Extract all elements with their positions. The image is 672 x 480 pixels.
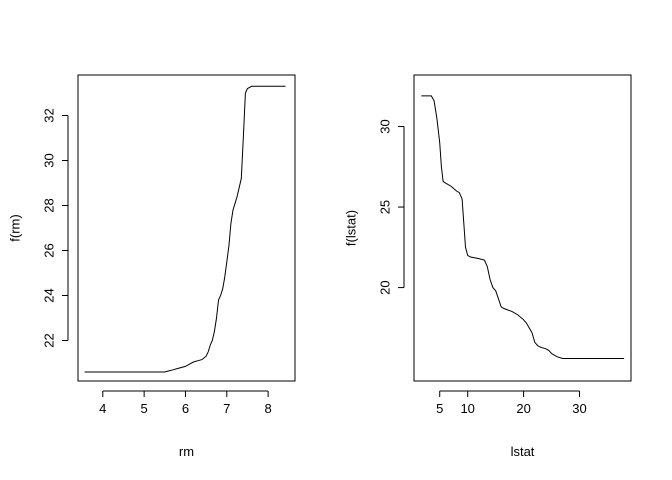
chart-2-y-tick-label: 30 [377,119,392,133]
chart-1-x-tick-label: 5 [141,401,148,416]
chart-1-x-tick-label: 6 [182,401,189,416]
chart-1-plot-frame [77,74,296,382]
chart-2-x-tick-label: 20 [516,401,530,416]
chart-2-x-axis-title: lstat [511,444,535,459]
chart-1-x-tick-label: 4 [99,401,106,416]
chart-1-y-tick-label: 28 [41,198,56,212]
chart-1-y-tick-label: 26 [41,243,56,257]
chart-2-x-tick-label: 30 [572,401,586,416]
chart-2-y-tick-label: 20 [377,280,392,294]
chart-2-y-axis-title: f(lstat) [343,210,358,246]
chart-2-series-line [421,95,625,359]
chart-1-x-axis-title: rm [179,444,194,459]
chart-1-series-line [84,85,286,373]
chart-1-x-tick-label: 8 [265,401,272,416]
chart-2-x-tick-label: 5 [436,401,443,416]
chart-2-plot-frame [413,74,632,382]
chart-1-x-tick-label: 7 [223,401,230,416]
chart-1-y-tick-label: 32 [41,108,56,122]
chart-2-x-tick-label: 10 [460,401,474,416]
chart-1-y-tick-label: 30 [41,153,56,167]
chart-1-y-axis-title: f(rm) [7,214,22,241]
chart-1-y-tick-label: 24 [41,288,56,302]
chart-2-y-tick-label: 25 [377,200,392,214]
chart-1-y-tick-label: 22 [41,333,56,347]
